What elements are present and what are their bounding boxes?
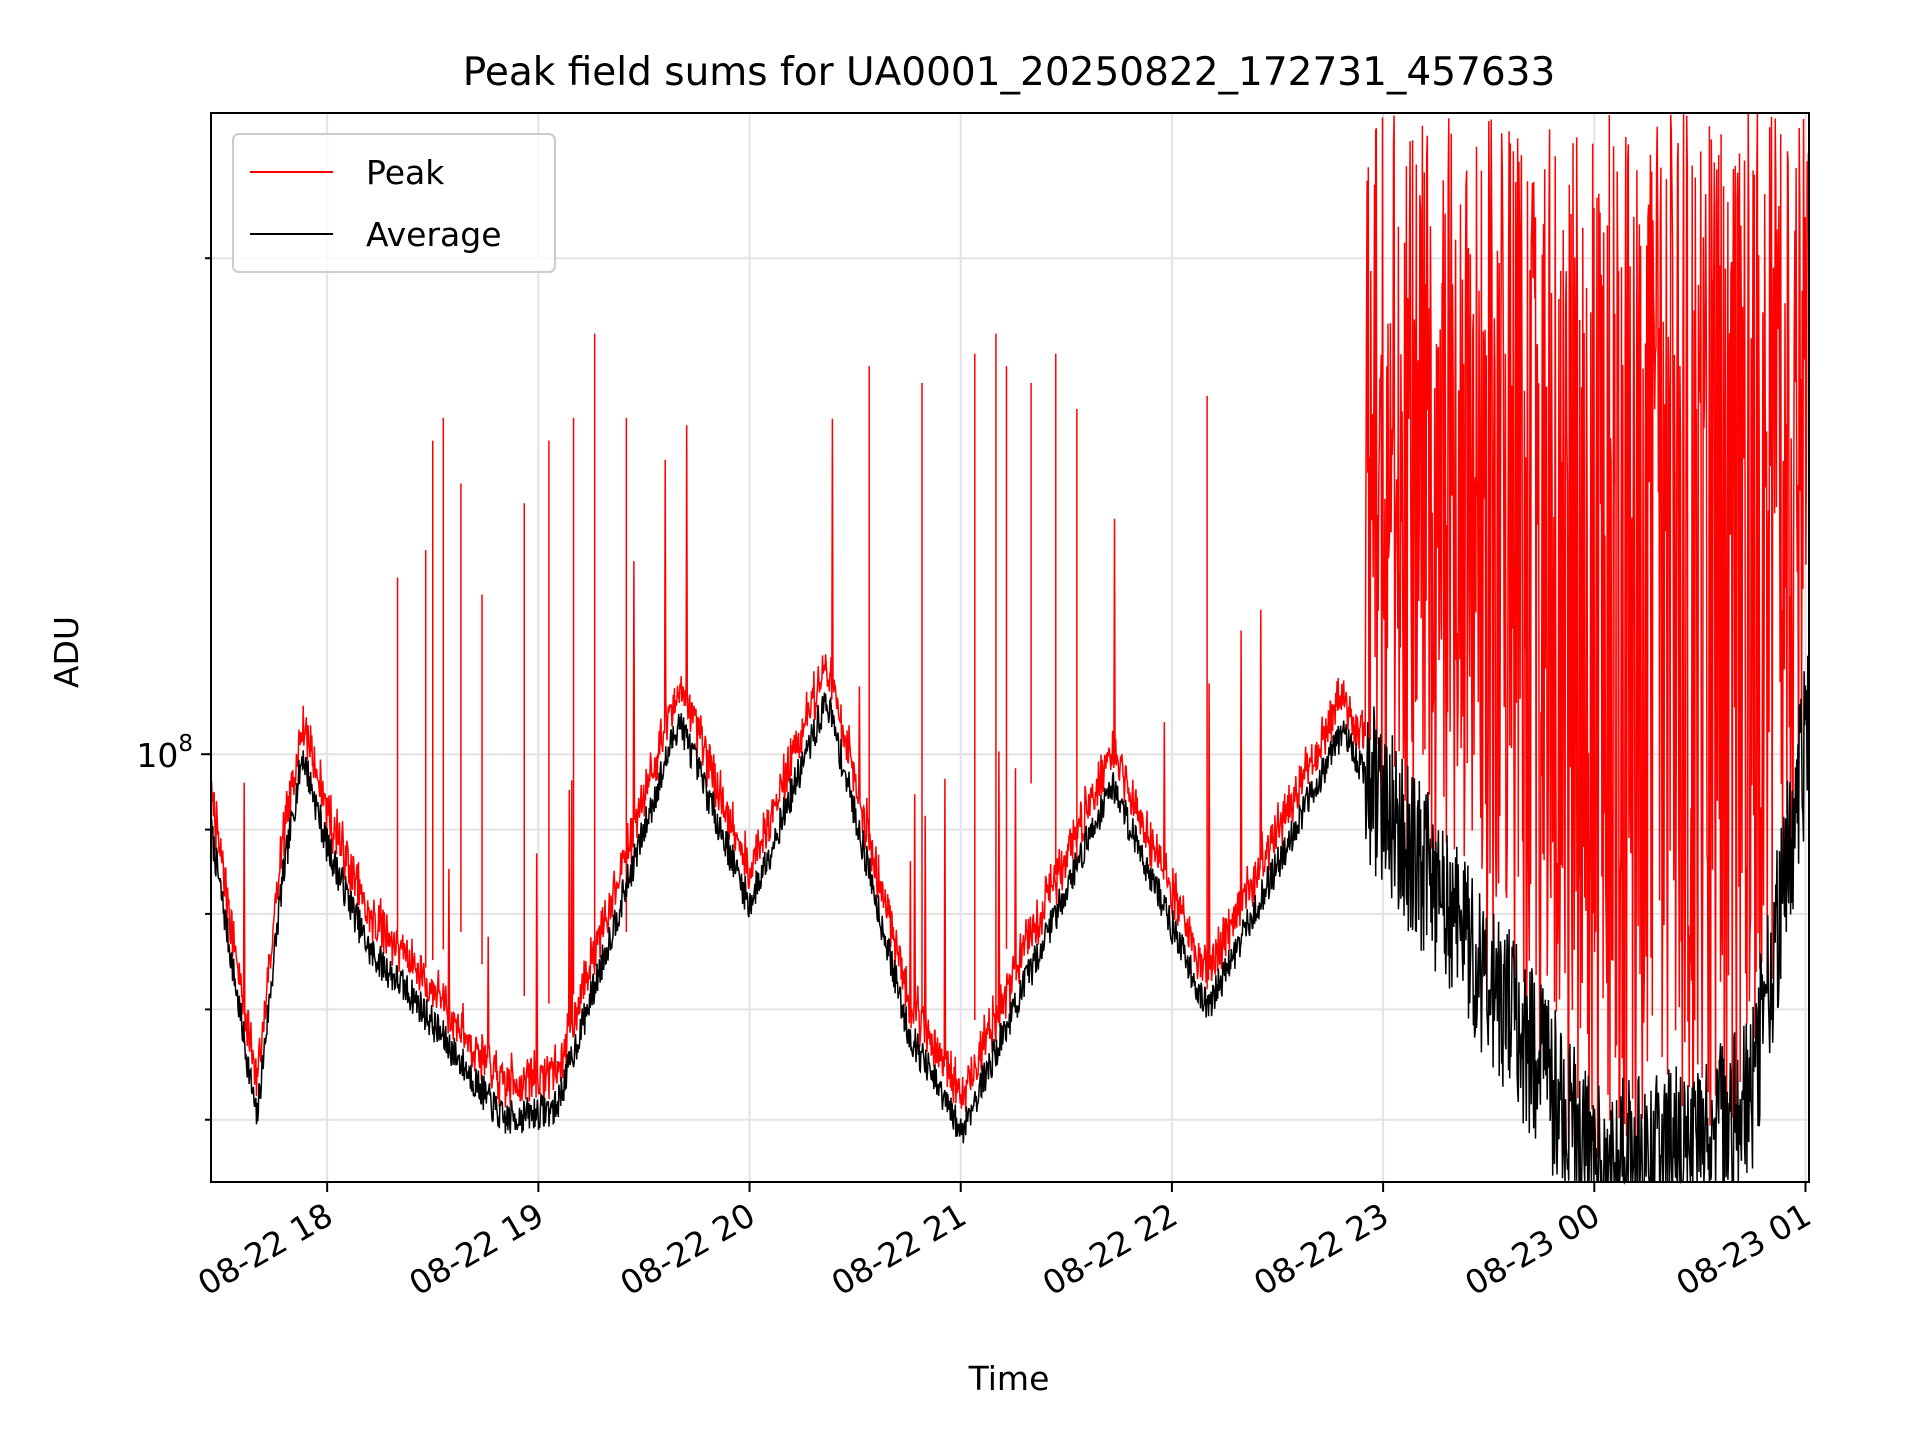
series-average-line [210,654,1810,1185]
legend-label-average: Average [366,215,502,254]
plot-frame [210,112,1810,1183]
series-group [210,113,1810,1185]
legend-label-peak: Peak [366,153,445,192]
y-axis-label: ADU [47,616,86,688]
legend: Peak Average [232,133,556,273]
legend-box [232,133,556,273]
chart-title: Peak field sums for UA0001_20250822_1727… [463,50,1556,95]
y-tick-label: 108 [136,731,193,775]
x-axis-label: Time [968,1359,1050,1398]
